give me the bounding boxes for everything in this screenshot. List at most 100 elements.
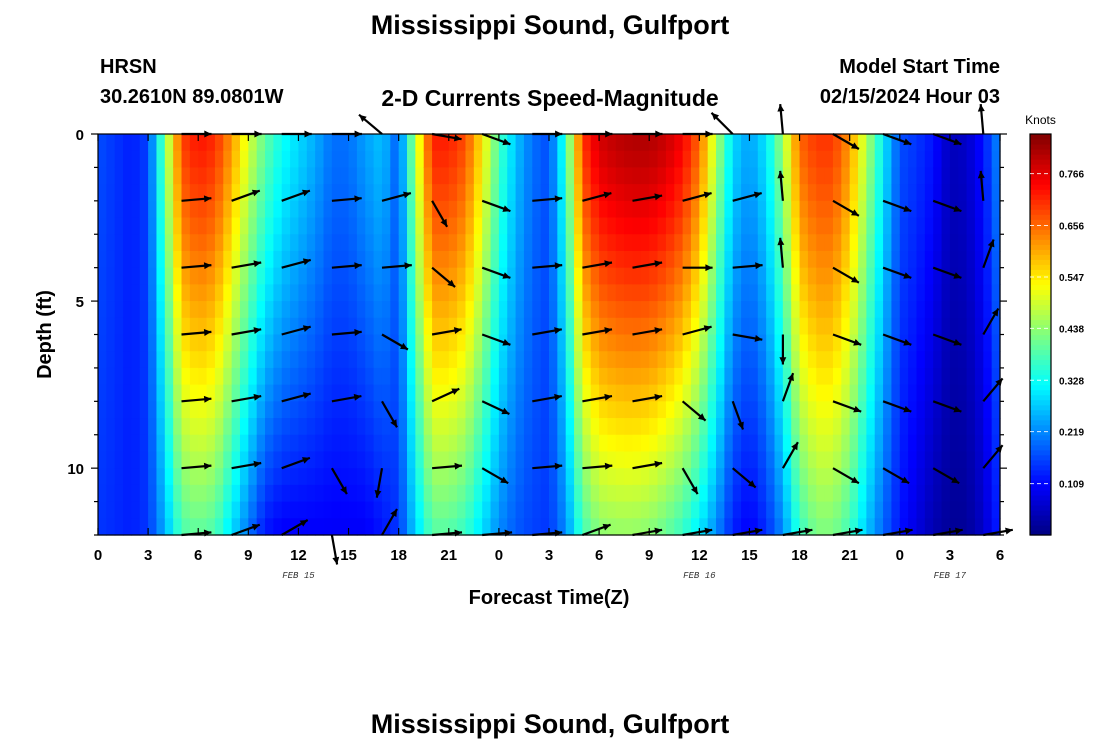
heatmap-cell xyxy=(908,501,918,519)
heatmap-cell xyxy=(574,301,584,319)
heatmap-cell xyxy=(565,234,575,252)
vector-arrowhead xyxy=(953,138,962,146)
heatmap-cell xyxy=(607,451,617,469)
heatmap-cell xyxy=(816,334,826,352)
heatmap-cell xyxy=(306,284,316,302)
heatmap-cell xyxy=(164,217,174,235)
heatmap-cell xyxy=(123,434,133,453)
heatmap-cell xyxy=(766,334,776,352)
heatmap-cell xyxy=(407,267,416,285)
heatmap-cell xyxy=(615,518,625,536)
heatmap-cell xyxy=(682,184,692,202)
vector-arrowhead xyxy=(354,262,362,270)
heatmap-cell xyxy=(607,200,617,219)
heatmap-cell xyxy=(615,317,625,336)
heatmap-cell xyxy=(189,334,199,352)
heatmap-cell xyxy=(415,451,425,469)
heatmap-cell xyxy=(123,284,133,302)
heatmap-cell xyxy=(674,150,684,169)
heatmap-cell xyxy=(866,518,876,536)
heatmap-cell xyxy=(841,167,851,185)
colorbar-swatch xyxy=(1030,194,1051,200)
heatmap-cell xyxy=(373,351,383,369)
heatmap-cell xyxy=(490,217,500,235)
heatmap-cell xyxy=(532,134,542,152)
heatmap-cell xyxy=(749,468,759,486)
heatmap-cell xyxy=(665,217,675,235)
heatmap-cell xyxy=(507,384,517,402)
vector-arrowhead xyxy=(302,258,311,266)
heatmap-cell xyxy=(423,334,433,352)
heatmap-cell xyxy=(858,468,867,486)
heatmap-cell xyxy=(114,184,124,202)
heatmap-cell xyxy=(549,250,558,269)
heatmap-cell xyxy=(523,468,533,486)
heatmap-cell xyxy=(949,501,959,519)
heatmap-cell xyxy=(565,217,575,235)
heatmap-cell xyxy=(916,234,926,252)
heatmap-cell xyxy=(373,200,383,219)
heatmap-cell xyxy=(682,317,692,336)
heatmap-cell xyxy=(365,384,375,402)
heatmap-cell xyxy=(665,200,675,219)
vector-arrowhead xyxy=(451,388,460,395)
heatmap-cell xyxy=(181,317,191,336)
heatmap-cell xyxy=(724,250,734,269)
heatmap-cell xyxy=(181,401,191,419)
vector-arrowhead xyxy=(804,527,813,535)
heatmap-cell xyxy=(231,451,241,469)
heatmap-cell xyxy=(532,200,542,219)
heatmap-cell xyxy=(841,451,851,469)
heatmap-cell xyxy=(883,501,893,519)
heatmap-cell xyxy=(766,367,776,386)
heatmap-cell xyxy=(774,217,784,235)
heatmap-cell xyxy=(549,217,558,235)
colorbar-swatch xyxy=(1030,409,1051,416)
heatmap-cell xyxy=(407,200,416,219)
heatmap-cell xyxy=(716,384,725,402)
heatmap-cell xyxy=(799,250,809,269)
heatmap-cell xyxy=(432,167,442,185)
heatmap-cell xyxy=(807,234,817,252)
heatmap-cell xyxy=(807,434,817,453)
heatmap-cell xyxy=(941,284,951,302)
heatmap-cell xyxy=(398,217,408,235)
heatmap-cell xyxy=(265,468,274,486)
heatmap-cell xyxy=(373,451,383,469)
heatmap-cell xyxy=(933,401,943,419)
heatmap-cell xyxy=(239,250,249,269)
heatmap-cell xyxy=(348,418,358,436)
heatmap-cell xyxy=(908,317,918,336)
colorbar-swatch xyxy=(1030,329,1051,336)
heatmap-cell xyxy=(933,250,943,269)
heatmap-cell xyxy=(674,418,684,436)
heatmap-cell xyxy=(966,200,976,219)
heatmap-cell xyxy=(189,434,199,453)
heatmap-cell xyxy=(782,250,792,269)
colorbar-unit: Knots xyxy=(1025,113,1056,127)
heatmap-cell xyxy=(432,284,442,302)
heatmap-cell xyxy=(958,334,968,352)
vector-arrowhead xyxy=(554,462,563,470)
vector-arrowhead xyxy=(604,260,612,268)
heatmap-cell xyxy=(340,334,350,352)
heatmap-cell xyxy=(991,284,1001,302)
heatmap-cell xyxy=(114,267,124,285)
heatmap-cell xyxy=(189,484,199,503)
heatmap-cell xyxy=(949,284,959,302)
heatmap-cell xyxy=(582,484,592,503)
heatmap-cell xyxy=(223,518,233,536)
heatmap-cell xyxy=(139,134,149,152)
heatmap-cell xyxy=(356,301,366,319)
heatmap-cell xyxy=(699,384,709,402)
heatmap-cell xyxy=(716,234,725,252)
heatmap-cell xyxy=(281,217,291,235)
heatmap-cell xyxy=(565,518,575,536)
heatmap-cell xyxy=(189,284,199,302)
heatmap-cell xyxy=(607,501,617,519)
heatmap-cell xyxy=(991,484,1001,503)
heatmap-cell xyxy=(365,451,375,469)
heatmap-cell xyxy=(356,518,366,536)
heatmap-cell xyxy=(256,200,266,219)
heatmap-cell xyxy=(749,334,759,352)
